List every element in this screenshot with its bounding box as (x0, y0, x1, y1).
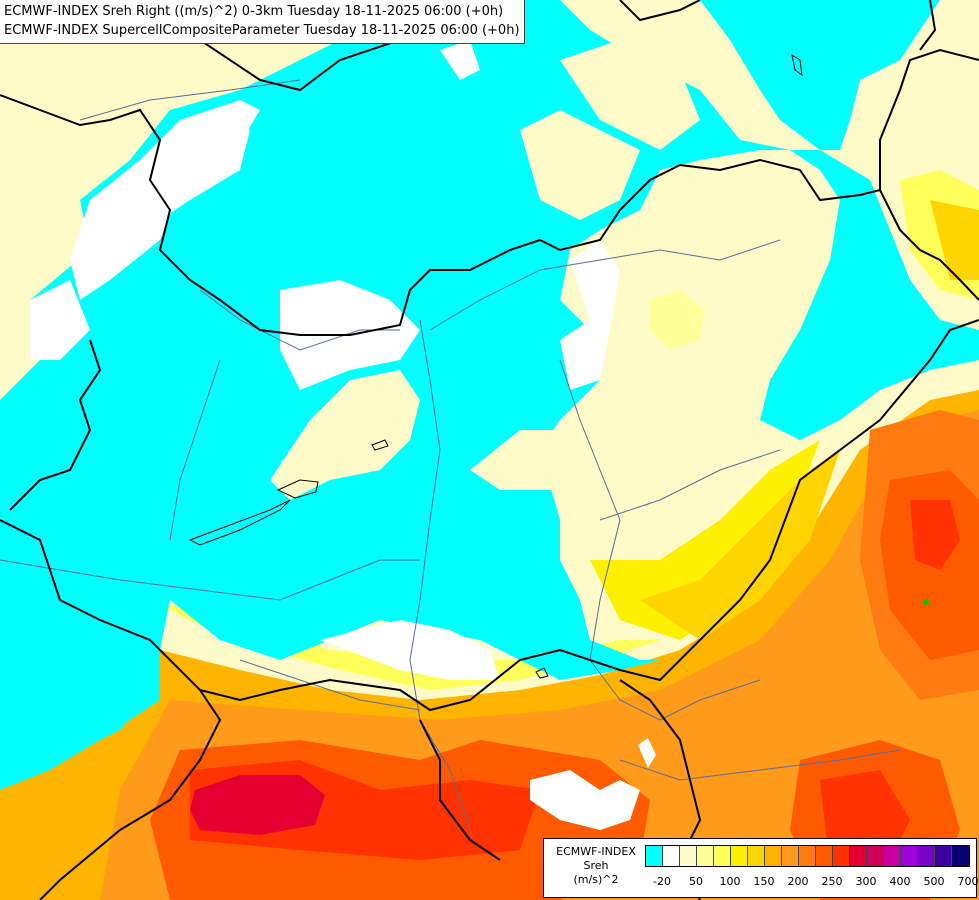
cyan-field-west (0, 420, 160, 780)
white-band-south (320, 620, 500, 680)
pale-island-north (520, 110, 640, 220)
cyan-field-main (0, 0, 979, 790)
legend-title-variable: Sreh (583, 859, 609, 872)
legend-title: ECMWF-INDEX Sreh (m/s)^2 (550, 845, 642, 887)
legend-swatch (799, 846, 816, 866)
pale-island-center (270, 370, 420, 500)
legend-tick-label: 100 (719, 875, 741, 888)
white-band-east (560, 240, 620, 390)
legend-tick-label: 300 (855, 875, 877, 888)
legend-swatch (731, 846, 748, 866)
crimson-core (190, 775, 325, 835)
legend-tick-label: -20 (653, 875, 671, 888)
title-line-sreh: ECMWF-INDEX Sreh Right ((m/s)^2) 0-3km T… (4, 4, 504, 19)
legend-swatch (663, 846, 680, 866)
legend-swatch (782, 846, 799, 866)
legend-swatch (867, 846, 884, 866)
light-yellow-patch (650, 290, 705, 350)
legend-tick-label: 500 (923, 875, 945, 888)
legend-swatch (833, 846, 850, 866)
pale-island-northeast (560, 40, 700, 150)
map-title-box: ECMWF-INDEX Sreh Right ((m/s)^2) 0-3km T… (0, 0, 525, 44)
green-marker (923, 599, 929, 605)
legend-tick-label: 400 (889, 875, 911, 888)
legend-swatch (680, 846, 697, 866)
color-legend: ECMWF-INDEX Sreh (m/s)^2 -20 50 100 150 200 2… (543, 838, 979, 898)
gold-band-east (640, 450, 840, 640)
pale-island-east (470, 430, 590, 500)
title-line-scp: ECMWF-INDEX SupercellCompositeParameter … (4, 23, 520, 38)
lake-outlines (188, 53, 803, 679)
white-patch-small (638, 738, 656, 768)
legend-tick-label: 200 (787, 875, 809, 888)
legend-title-unit: (m/s)^2 (573, 873, 619, 886)
legend-swatch (646, 846, 663, 866)
yellow-band-south (150, 600, 660, 690)
legend-swatch (901, 846, 918, 866)
white-band-southwest (30, 280, 90, 360)
gold-patch-northeast (930, 200, 979, 280)
legend-swatch (952, 846, 969, 866)
legend-tick-label: 250 (821, 875, 843, 888)
legend-tick-label: 150 (753, 875, 775, 888)
legend-swatch (697, 846, 714, 866)
legend-swatch (935, 846, 952, 866)
legend-ticks: -20 50 100 150 200 250 300 400 500 700 (645, 875, 978, 891)
legend-swatch (714, 846, 731, 866)
legend-title-source: ECMWF-INDEX (556, 845, 636, 858)
white-band-northwest-2 (150, 120, 250, 220)
legend-swatch (765, 846, 782, 866)
legend-swatch (748, 846, 765, 866)
yellow-band-east (590, 440, 820, 640)
legend-tick-label: 700 (957, 875, 979, 888)
legend-swatch (884, 846, 901, 866)
white-band-north (440, 40, 480, 80)
legend-swatch (816, 846, 833, 866)
legend-swatch (850, 846, 867, 866)
white-patch-south (530, 770, 640, 830)
legend-swatch (918, 846, 935, 866)
red-core-east (910, 500, 960, 570)
legend-tick-label: 50 (689, 875, 703, 888)
rivers (0, 79, 901, 831)
legend-swatches (645, 845, 970, 867)
